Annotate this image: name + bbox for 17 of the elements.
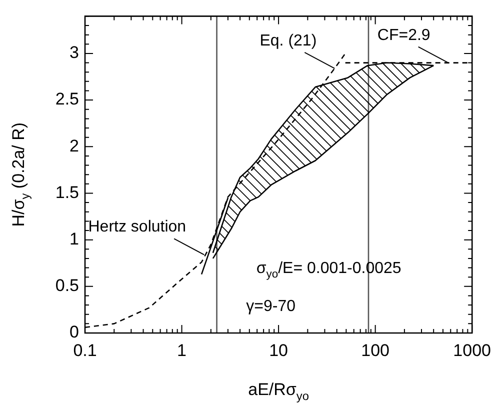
annotation: Hertz solution [88, 218, 186, 236]
annotation: CF=2.9 [377, 26, 430, 44]
y-tick-label: 0.5 [55, 276, 79, 296]
x-tick-label: 1000 [453, 340, 492, 360]
y-tick-label: 2 [70, 136, 79, 156]
y-tick-label: 1.5 [55, 182, 79, 202]
y-tick-label: 2.5 [55, 90, 79, 109]
y-tick-label: 1 [70, 230, 79, 249]
y-axis-title: H/σy (0.2a/ R) [9, 122, 32, 227]
x-tick-label: 0.1 [73, 340, 97, 360]
y-tick-label: 0 [70, 322, 79, 342]
y-tick-label: 3 [70, 43, 79, 62]
annotation: Eq. (21) [260, 32, 317, 50]
x-tick-label: 100 [361, 340, 390, 360]
annotation: γ=9-70 [246, 298, 296, 315]
x-tick-label: 10 [269, 340, 288, 360]
x-tick-label: 1 [177, 340, 187, 360]
